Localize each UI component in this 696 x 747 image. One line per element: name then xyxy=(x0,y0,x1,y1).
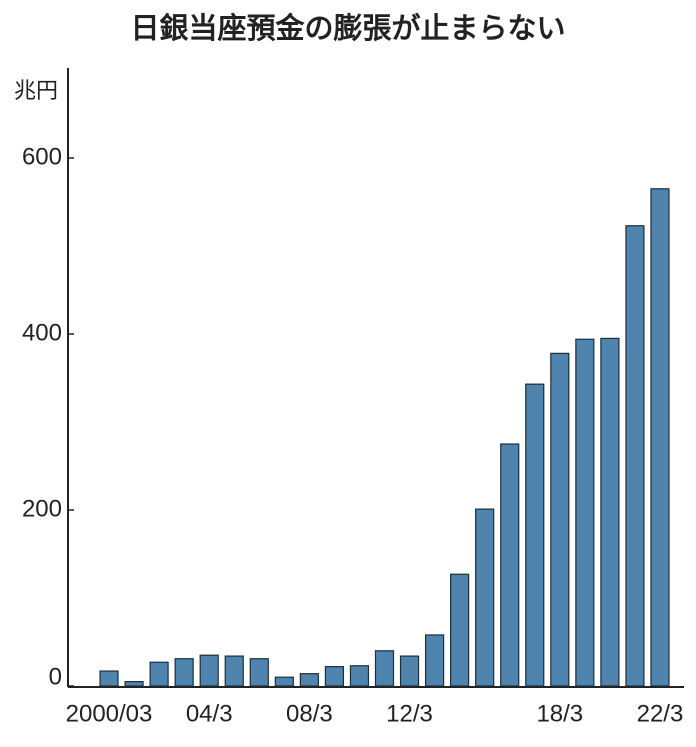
x-tick-label: 18/3 xyxy=(536,700,583,727)
x-tick-label: 08/3 xyxy=(286,700,333,727)
y-tick-label: 400 xyxy=(22,319,62,346)
x-tick-label: 12/3 xyxy=(386,700,433,727)
bar xyxy=(500,443,520,687)
bar xyxy=(274,676,294,687)
y-unit: 兆円 xyxy=(14,79,58,104)
x-tick-label: 2000/03 xyxy=(66,700,153,727)
bar xyxy=(349,665,370,687)
bar xyxy=(650,188,670,687)
y-tick-label: 600 xyxy=(22,143,62,170)
bar xyxy=(424,634,445,687)
y-tick-label: 200 xyxy=(22,495,62,522)
bar xyxy=(374,650,395,687)
y-tick-label: 0 xyxy=(49,663,62,690)
x-tick-label: 04/3 xyxy=(186,700,233,727)
bar xyxy=(475,508,495,687)
bar xyxy=(625,225,645,687)
bar xyxy=(399,655,420,687)
bar xyxy=(525,383,545,687)
bar xyxy=(174,658,194,687)
bar xyxy=(299,673,319,687)
x-tick-label: 22/3 xyxy=(637,700,684,727)
bar xyxy=(199,654,219,687)
bar xyxy=(99,670,119,687)
bar xyxy=(249,658,269,687)
bar xyxy=(450,573,470,687)
chart-title: 日銀当座預金の膨張が止まらない xyxy=(130,11,565,45)
bar xyxy=(575,338,595,687)
bar xyxy=(224,655,244,687)
bar xyxy=(600,337,620,687)
bar xyxy=(324,666,345,687)
bar xyxy=(149,661,169,687)
bar xyxy=(550,352,570,687)
bar xyxy=(124,680,144,687)
